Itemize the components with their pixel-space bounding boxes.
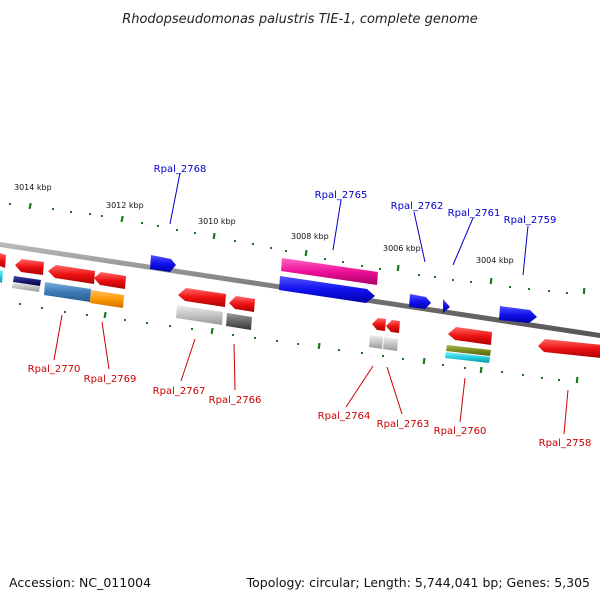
gene-block-rpal-2764[interactable] — [372, 318, 386, 331]
gene-block-steel[interactable] — [44, 282, 91, 302]
gene-block-gray[interactable] — [12, 282, 40, 292]
leader-line-rpal-2768 — [169, 172, 181, 225]
gene-block-red-left[interactable] — [15, 259, 44, 275]
ruler-label-3004: 3004 kbp — [476, 256, 514, 265]
gene-label-rpal-2766[interactable]: Rpal_2766 — [209, 395, 262, 406]
gene-block-rpal-2766-gray[interactable] — [226, 313, 252, 330]
gene-block-navy[interactable] — [13, 276, 41, 286]
gene-block-rpal-2767-gray[interactable] — [176, 305, 223, 325]
inner-ruler-dots — [19, 303, 560, 381]
gene-label-rpal-2760[interactable]: Rpal_2760 — [434, 426, 487, 437]
leader-line-rpal-2767 — [180, 338, 196, 382]
gene-block-rpal-2763-gray[interactable] — [383, 337, 398, 351]
leader-line-rpal-2758 — [563, 389, 569, 435]
ruler-label-3008: 3008 kbp — [291, 232, 329, 241]
gene-block-rpal-2765-pink[interactable] — [281, 258, 378, 285]
gene-block-rpal-2766[interactable] — [229, 296, 255, 312]
inner-ruler — [19, 303, 579, 384]
ruler-label-3006: 3006 kbp — [383, 244, 421, 253]
gene-block-red[interactable] — [94, 272, 126, 289]
gene-block-red[interactable] — [0, 253, 6, 268]
gene-block-rpal-2760-olive[interactable] — [446, 345, 491, 356]
gene-label-rpal-2764[interactable]: Rpal_2764 — [318, 411, 371, 422]
leader-line-rpal-2760 — [459, 377, 466, 423]
gene-label-rpal-2770[interactable]: Rpal_2770 — [28, 364, 81, 375]
gene-block-rpal-2764-gray[interactable] — [369, 335, 383, 349]
gene-label-rpal-2765[interactable]: Rpal_2765 — [315, 190, 368, 201]
leader-line-rpal-2770 — [53, 314, 63, 361]
ruler-label-3014: 3014 kbp — [14, 183, 52, 192]
outer-ruler: 3014 kbp 3012 kbp 3010 kbp 3008 kbp 3006… — [9, 183, 586, 295]
topology-text: Topology: circular; Length: 5,744,041 bp… — [246, 575, 590, 590]
gene-label-rpal-2758[interactable]: Rpal_2758 — [539, 438, 592, 449]
leader-line-rpal-2764 — [345, 365, 374, 408]
map-title: Rhodopseudomonas palustris TIE-1, comple… — [122, 12, 478, 27]
gene-label-rpal-2759[interactable]: Rpal_2759 — [504, 215, 557, 226]
gene-label-rpal-2769[interactable]: Rpal_2769 — [84, 374, 137, 385]
ruler-label-3010: 3010 kbp — [198, 217, 236, 226]
gene-block-rpal-2759[interactable] — [499, 306, 537, 323]
gene-block-orange[interactable] — [90, 290, 124, 308]
gene-block-red[interactable] — [48, 265, 95, 284]
gene-block-cyan-edge[interactable] — [0, 270, 3, 283]
gene-block-rpal-2760-cyan[interactable] — [445, 352, 490, 363]
gene-block-rpal-2763[interactable] — [386, 320, 400, 333]
gene-block-rpal-2760[interactable] — [448, 327, 492, 345]
gene-label-rpal-2768[interactable]: Rpal_2768 — [154, 164, 207, 175]
leader-line-rpal-2759 — [522, 225, 529, 276]
accession-text: Accession: NC_011004 — [9, 575, 151, 590]
gene-block-rpal-2762[interactable] — [409, 294, 431, 309]
leader-line-rpal-2762 — [413, 211, 426, 263]
ruler-label-3012: 3012 kbp — [106, 201, 144, 210]
reverse-strand-genes — [0, 259, 600, 363]
inner-ruler-major-ticks — [103, 311, 579, 384]
outer-ruler-dots — [9, 203, 568, 294]
leader-line-rpal-2769 — [101, 321, 110, 370]
forward-strand-genes — [0, 253, 537, 323]
gene-label-rpal-2767[interactable]: Rpal_2767 — [153, 386, 206, 397]
forward-gene-labels — [169, 172, 529, 276]
gene-block-rpal-2758[interactable] — [538, 339, 600, 358]
gene-block-rpal-2767[interactable] — [178, 288, 226, 307]
gene-block-rpal-2768[interactable] — [150, 255, 176, 272]
leader-line-rpal-2765 — [332, 199, 342, 251]
gene-block-rpal-2765-blue[interactable] — [279, 276, 375, 303]
gene-block-rpal-2761[interactable] — [443, 299, 450, 313]
gene-label-rpal-2763[interactable]: Rpal_2763 — [377, 419, 430, 430]
reverse-gene-labels — [53, 314, 569, 435]
leader-line-rpal-2763 — [386, 366, 403, 415]
leader-line-rpal-2761 — [452, 217, 474, 266]
gene-label-rpal-2761[interactable]: Rpal_2761 — [448, 208, 501, 219]
outer-ruler-major-ticks — [28, 202, 586, 295]
leader-line-rpal-2766 — [233, 343, 236, 391]
gene-label-rpal-2762[interactable]: Rpal_2762 — [391, 201, 444, 212]
